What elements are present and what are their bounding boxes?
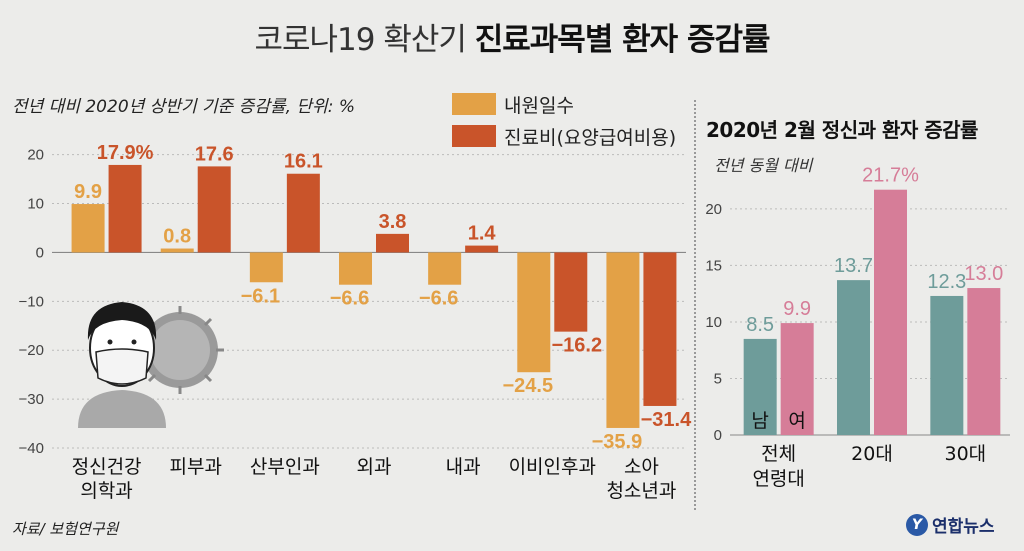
title-light: 코로나19 확산기: [254, 22, 466, 58]
bar-series-label: 여: [788, 410, 805, 432]
data-label: −6.1: [241, 285, 280, 307]
right-chart-subtitle: 전년 동월 대비: [714, 156, 813, 175]
legend-item-cost: 진료비(요양급여비용): [452, 120, 676, 152]
data-label: 9.9: [783, 298, 811, 320]
right-chart-title: 2020년 2월 정신과 환자 증감률: [706, 118, 978, 142]
yonhap-logo: Y 연합뉴스: [906, 512, 995, 537]
data-label: 13.0: [964, 263, 1003, 285]
data-label: 0.8: [163, 226, 191, 248]
y-tick-label: 5: [714, 370, 722, 387]
left-chart-subtitle: 전년 대비 2020년 상반기 기준 증감률, 단위: %: [12, 97, 355, 117]
y-tick-label: 20: [27, 147, 44, 164]
data-label: 17.6: [195, 143, 234, 165]
bar: [874, 189, 907, 435]
data-label: 3.8: [379, 211, 407, 233]
bar: [197, 166, 231, 253]
y-tick-label: 20: [705, 201, 722, 218]
category-label: 전체 연령대: [752, 443, 804, 490]
page-title: 코로나19 확산기 진료과목별 환자 증감률: [0, 14, 1024, 59]
bar: [930, 295, 964, 435]
bar: [160, 248, 194, 253]
data-label: 21.7%: [862, 165, 919, 187]
bar: [286, 173, 320, 253]
bar: [465, 245, 499, 253]
category-label: 소아 청소년과: [606, 456, 676, 502]
category-label: 피부과: [169, 456, 221, 478]
bar: [339, 252, 372, 285]
category-label: 이비인후과: [509, 456, 596, 478]
bar: [428, 252, 462, 285]
data-label: 13.7: [834, 255, 873, 277]
data-label: 9.9: [74, 181, 102, 203]
legend-label-visits: 내원일수: [504, 94, 574, 117]
data-label: −16.2: [551, 335, 602, 357]
legend-swatch-cost: [452, 125, 496, 147]
bar: [837, 280, 870, 435]
category-label: 정신건강 의학과: [72, 456, 142, 502]
logo-mark-icon: Y: [906, 513, 928, 536]
bar: [249, 252, 283, 283]
bar: [554, 252, 588, 332]
category-label: 30대: [944, 443, 986, 465]
legend: 내원일수 진료비(요양급여비용): [452, 88, 676, 152]
y-tick-label: 15: [705, 257, 722, 274]
bar-series-label: 남: [751, 410, 768, 432]
y-tick-label: 0: [36, 244, 44, 261]
bar: [780, 323, 814, 435]
data-label: 17.9%: [97, 142, 154, 164]
bar: [743, 338, 777, 435]
virus-icon: [136, 306, 224, 394]
category-label: 20대: [851, 443, 893, 465]
bar: [606, 252, 640, 428]
bar: [71, 204, 105, 253]
y-tick-label: 10: [705, 314, 722, 331]
data-label: 12.3: [927, 271, 966, 293]
data-label: 16.1: [284, 151, 323, 173]
legend-swatch-visits: [452, 93, 496, 115]
category-label: 외과: [357, 456, 392, 478]
logo-text: 연합뉴스: [932, 517, 995, 537]
bar: [376, 233, 409, 253]
data-label: −35.9: [592, 431, 643, 453]
category-label: 내과: [446, 456, 481, 478]
y-tick-label: −20: [19, 342, 44, 359]
data-label: 1.4: [468, 223, 497, 245]
bar: [517, 252, 551, 373]
source-note: 자료/ 보험연구원: [12, 520, 119, 538]
data-label: −24.5: [502, 375, 553, 397]
y-tick-label: 10: [27, 196, 44, 213]
panel-divider: [694, 100, 696, 510]
data-label: 8.5: [746, 314, 774, 336]
y-tick-label: 0: [714, 427, 722, 444]
legend-item-visits: 내원일수: [452, 88, 676, 120]
title-bold: 진료과목별 환자 증감률: [474, 22, 771, 58]
y-tick-label: −10: [19, 293, 44, 310]
data-label: −6.6: [330, 288, 369, 310]
category-label: 산부인과: [250, 456, 320, 478]
data-label: −31.4: [641, 409, 692, 431]
y-tick-label: −30: [19, 391, 44, 408]
bar: [967, 288, 1001, 435]
bar: [643, 252, 677, 406]
y-tick-label: −40: [19, 440, 44, 457]
data-label: −6.6: [419, 288, 458, 310]
legend-label-cost: 진료비(요양급여비용): [504, 126, 677, 149]
masked-person-icon: [78, 302, 166, 428]
bar: [108, 164, 142, 253]
